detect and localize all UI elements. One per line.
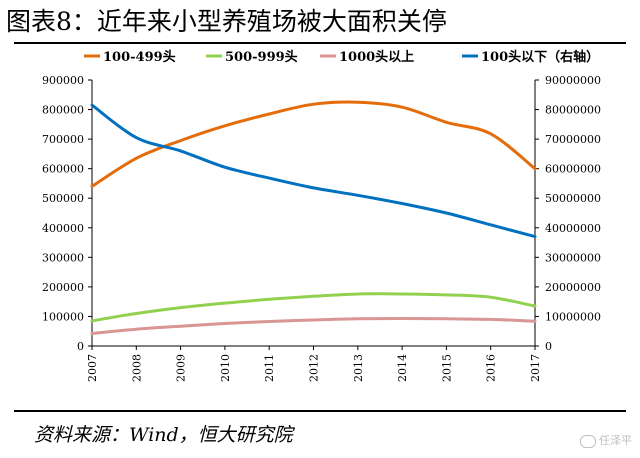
left-tick-label: 0 — [77, 340, 84, 353]
x-tick-label: 2007 — [86, 354, 99, 382]
left-tick-label: 700000 — [42, 133, 84, 146]
right-tick-label: 90000000 — [545, 74, 601, 87]
legend-label: 100头以下（右轴） — [481, 49, 599, 65]
left-tick-label: 300000 — [42, 251, 84, 264]
x-tick-label: 2013 — [352, 354, 365, 382]
right-tick-label: 40000000 — [545, 222, 601, 235]
left-tick-label: 600000 — [42, 163, 84, 176]
left-tick-label: 500000 — [42, 192, 84, 205]
x-tick-label: 2008 — [130, 354, 143, 382]
right-tick-label: 80000000 — [545, 104, 601, 117]
left-tick-label: 200000 — [42, 281, 84, 294]
left-tick-label: 900000 — [42, 74, 84, 87]
x-tick-label: 2015 — [440, 354, 453, 382]
series-line-4 — [90, 103, 537, 239]
left-tick-label: 100000 — [42, 310, 84, 323]
weibo-icon — [580, 434, 596, 448]
x-tick-label: 2012 — [308, 354, 321, 382]
title-divider — [14, 42, 626, 44]
right-tick-label: 20000000 — [545, 281, 601, 294]
series-line-3 — [90, 317, 537, 336]
legend-label: 500-999头 — [225, 49, 298, 65]
right-tick-label: 50000000 — [545, 192, 601, 205]
x-tick-label: 2017 — [529, 354, 542, 382]
right-tick-label: 60000000 — [545, 163, 601, 176]
left-tick-label: 800000 — [42, 104, 84, 117]
chart-title: 图表8：近年来小型养殖场被大面积关停 — [6, 7, 447, 36]
series-line-2 — [90, 292, 537, 323]
series-line-1 — [90, 100, 537, 188]
right-tick-label: 30000000 — [545, 251, 601, 264]
source-note: 资料来源：Wind，恒大研究院 — [34, 424, 293, 446]
x-tick-label: 2010 — [219, 354, 232, 382]
right-tick-label: 70000000 — [545, 133, 601, 146]
right-tick-label: 0 — [545, 340, 552, 353]
right-tick-label: 10000000 — [545, 310, 601, 323]
x-tick-label: 2016 — [485, 354, 498, 382]
x-tick-label: 2011 — [263, 354, 276, 382]
x-tick-label: 2009 — [175, 354, 188, 382]
source-divider — [14, 410, 626, 412]
watermark: 任泽平 — [580, 432, 632, 448]
x-tick-label: 2014 — [396, 354, 409, 382]
watermark-text: 任泽平 — [599, 434, 632, 447]
left-tick-label: 400000 — [42, 222, 84, 235]
legend-label: 100-499头 — [103, 49, 176, 65]
legend-label: 1000头以上 — [339, 49, 414, 65]
